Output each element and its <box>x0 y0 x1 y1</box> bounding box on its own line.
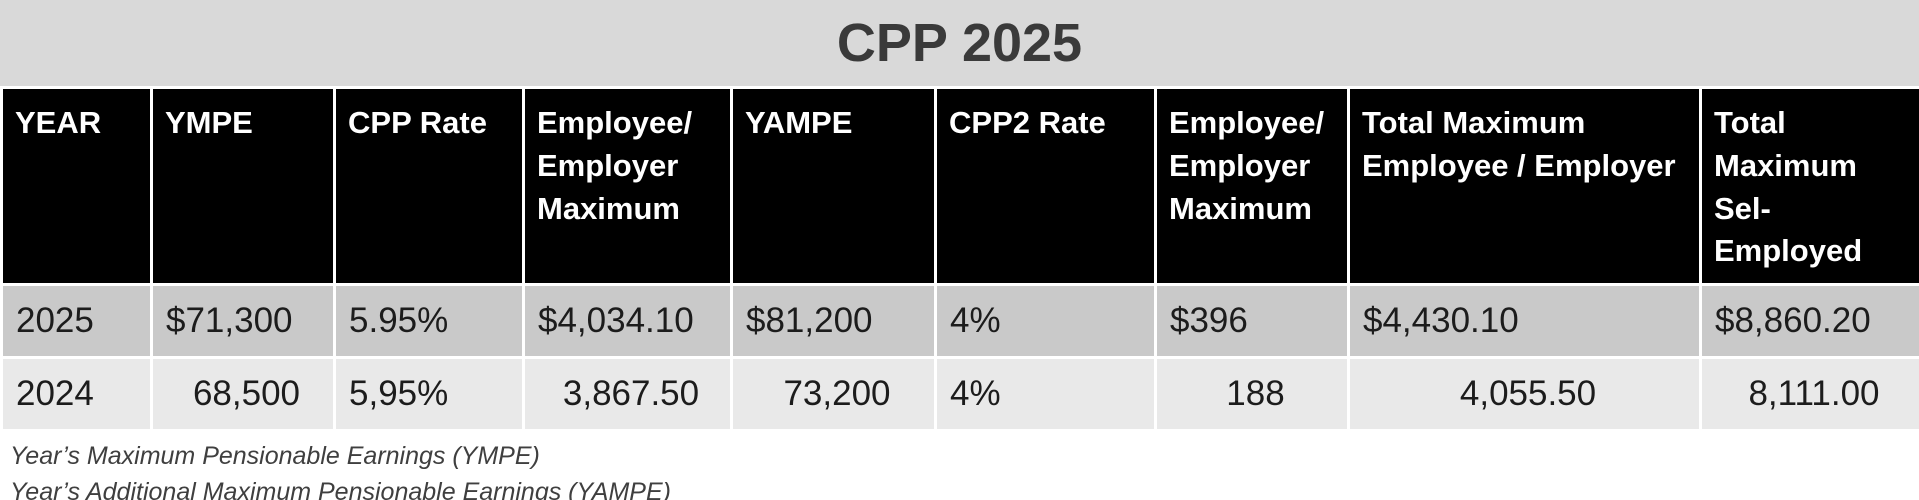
cell-2025-employee-employer-maximum-2: $396 <box>1154 283 1350 360</box>
column-header-total-maximum-employee-employer: Total Maximum Employee / Employer <box>1347 85 1702 287</box>
footnotes: Year’s Maximum Pensionable Earnings (YMP… <box>10 439 1919 500</box>
cell-2024-total-maximum-employee-employer: 4,055.50 <box>1347 356 1702 433</box>
footnote-yampe: Year’s Additional Maximum Pensionable Ea… <box>10 477 671 500</box>
page-title: CPP 2025 <box>836 13 1083 73</box>
cell-2025-total-maximum-employee-employer: $4,430.10 <box>1347 283 1702 360</box>
cell-2024-total-maximum-self-employed: 8,111.00 <box>1699 356 1919 433</box>
footnote-ympe: Year’s Maximum Pensionable Earnings (YMP… <box>10 442 540 471</box>
cell-2025-cpp-rate: 5.95% <box>333 283 525 360</box>
cpp-rates-table: YEAR YMPE CPP Rate Employee/ Employer Ma… <box>0 85 1919 433</box>
cell-2024-employee-employer-maximum: 3,867.50 <box>522 356 733 433</box>
column-header-employee-employer-maximum: Employee/ Employer Maximum <box>522 85 733 287</box>
column-header-yampe: YAMPE <box>730 85 937 287</box>
cell-2024-cpp2-rate: 4% <box>934 356 1157 433</box>
column-header-cpp2-rate: CPP2 Rate <box>934 85 1157 287</box>
cell-2025-total-maximum-self-employed: $8,860.20 <box>1699 283 1919 360</box>
cell-2024-yampe: 73,200 <box>730 356 937 433</box>
cell-2025-year: 2025 <box>0 283 153 360</box>
table-header-row: YEAR YMPE CPP Rate Employee/ Employer Ma… <box>0 85 1919 287</box>
cell-2024-ympe: 68,500 <box>150 356 336 433</box>
cell-2025-ympe: $71,300 <box>150 283 336 360</box>
cell-2025-yampe: $81,200 <box>730 283 937 360</box>
column-header-employee-employer-maximum-2: Employee/ Employer Maximum <box>1154 85 1350 287</box>
table-row-2025: 2025 $71,300 5.95% $4,034.10 $81,200 4% … <box>0 283 1919 360</box>
column-header-ympe: YMPE <box>150 85 336 287</box>
cell-2025-employee-employer-maximum: $4,034.10 <box>522 283 733 360</box>
column-header-cpp-rate: CPP Rate <box>333 85 525 287</box>
cell-2024-employee-employer-maximum-2: 188 <box>1154 356 1350 433</box>
cell-2024-year: 2024 <box>0 356 153 433</box>
cell-2025-cpp2-rate: 4% <box>934 283 1157 360</box>
column-header-year: YEAR <box>0 85 153 287</box>
table-row-2024: 2024 68,500 5,95% 3,867.50 73,200 4% 188… <box>0 356 1919 433</box>
column-header-total-maximum-self-employed: Total Maximum Sel- Employed <box>1699 85 1919 287</box>
cell-2024-cpp-rate: 5,95% <box>333 356 525 433</box>
title-band: CPP 2025 <box>0 0 1919 86</box>
